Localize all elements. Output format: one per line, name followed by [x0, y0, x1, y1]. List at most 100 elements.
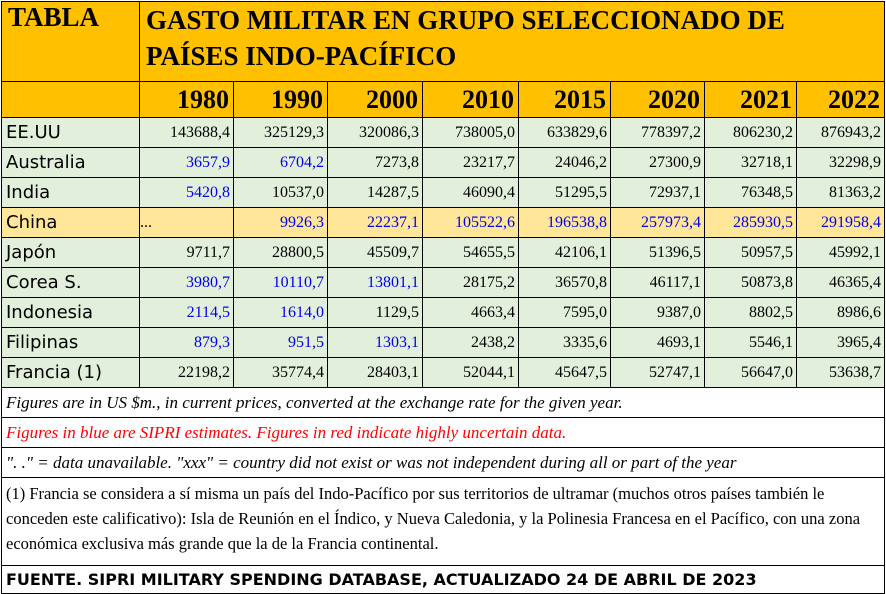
value-cell: 46365,4 — [795, 267, 886, 298]
value-cell: 4663,4 — [422, 297, 519, 328]
value-cell: 1303,1 — [327, 327, 423, 358]
value-cell: 72937,1 — [610, 177, 705, 208]
country-name: Francia (1) — [1, 357, 140, 388]
table-row: Australia 3657,9 6704,2 7273,8 23217,7 24046,… — [1, 147, 886, 178]
country-name: Japón — [1, 237, 140, 268]
value-cell: 6704,2 — [233, 147, 328, 178]
value-cell: 28800,5 — [233, 237, 328, 268]
country-name: China — [1, 207, 140, 238]
color-key-note: Figures in blue are SIPRI estimates. Fig… — [0, 417, 886, 448]
value-cell: 46090,4 — [422, 177, 519, 208]
table-row: Francia (1) 22198,2 35774,4 28403,1 52044,1 4… — [1, 357, 886, 388]
table-label: TABLA — [1, 1, 140, 82]
value-cell: 13801,1 — [327, 267, 423, 298]
value-cell: 1614,0 — [233, 297, 328, 328]
value-cell: 633829,6 — [518, 117, 611, 148]
source-note: FUENTE. SIPRI MILITARY SPENDING DATABASE… — [0, 565, 886, 594]
value-cell: ... — [139, 207, 234, 238]
value-cell: 4693,1 — [610, 327, 705, 358]
value-cell: 52044,1 — [422, 357, 519, 388]
value-cell: 28175,2 — [422, 267, 519, 298]
table-row: Filipinas 879,3 951,5 1303,1 2438,2 3335,6 469… — [1, 327, 886, 358]
year-header: 1980 — [139, 81, 234, 118]
value-cell: 2114,5 — [139, 297, 234, 328]
value-cell: 806230,2 — [704, 117, 797, 148]
value-cell: 45509,7 — [327, 237, 423, 268]
year-header: 2020 — [610, 81, 705, 118]
value-cell: 32718,1 — [704, 147, 797, 178]
value-cell: 778397,2 — [610, 117, 705, 148]
value-cell: 46117,1 — [610, 267, 705, 298]
value-cell: 81363,2 — [795, 177, 886, 208]
value-cell: 32298,9 — [795, 147, 886, 178]
value-cell: 45992,1 — [795, 237, 886, 268]
year-header: 2022 — [795, 81, 886, 118]
symbols-note: ". ." = data unavailable. "xxx" = countr… — [0, 447, 886, 478]
value-cell: 14287,5 — [327, 177, 423, 208]
table-row: India 5420,8 10537,0 14287,5 46090,4 51295,5 7… — [1, 177, 886, 208]
value-cell: 9926,3 — [233, 207, 328, 238]
value-cell: 879,3 — [139, 327, 234, 358]
country-name: India — [1, 177, 140, 208]
table-title: GASTO MILITAR EN GRUPO SELECCIONADO DE P… — [138, 1, 886, 82]
value-cell: 7595,0 — [518, 297, 611, 328]
value-cell: 42106,1 — [518, 237, 611, 268]
value-cell: 7273,8 — [327, 147, 423, 178]
value-cell: 285930,5 — [704, 207, 797, 238]
value-cell: 325129,3 — [233, 117, 328, 148]
units-note: Figures are in US $m., in current prices… — [0, 387, 886, 418]
value-cell: 28403,1 — [327, 357, 423, 388]
value-cell: 52747,1 — [610, 357, 705, 388]
value-cell: 50957,5 — [704, 237, 797, 268]
value-cell: 3335,6 — [518, 327, 611, 358]
year-header: 2000 — [327, 81, 423, 118]
value-cell: 35774,4 — [233, 357, 328, 388]
value-cell: 76348,5 — [704, 177, 797, 208]
value-cell: 51396,5 — [610, 237, 705, 268]
value-cell: 5420,8 — [139, 177, 234, 208]
country-name: Australia — [1, 147, 140, 178]
country-name: Filipinas — [1, 327, 140, 358]
value-cell: 50873,8 — [704, 267, 797, 298]
value-cell: 22198,2 — [139, 357, 234, 388]
year-header: 1990 — [233, 81, 328, 118]
country-name: Corea S. — [1, 267, 140, 298]
table-row: Corea S. 3980,7 10110,7 13801,1 28175,2 36570… — [1, 267, 886, 298]
value-cell: 3965,4 — [795, 327, 886, 358]
table-row: China... 9926,3 22237,1 105522,6 196538,8 257… — [1, 207, 886, 238]
value-cell: 1129,5 — [327, 297, 423, 328]
value-cell: 291958,4 — [795, 207, 886, 238]
value-cell: 10110,7 — [233, 267, 328, 298]
value-cell: 24046,2 — [518, 147, 611, 178]
value-cell: 56647,0 — [704, 357, 797, 388]
value-cell: 738005,0 — [422, 117, 519, 148]
country-name: EE.UU — [1, 117, 140, 148]
value-cell: 876943,2 — [795, 117, 886, 148]
value-cell: 105522,6 — [422, 207, 519, 238]
country-name: Indonesia — [1, 297, 140, 328]
value-cell: 45647,5 — [518, 357, 611, 388]
value-cell: 54655,5 — [422, 237, 519, 268]
value-cell: 10537,0 — [233, 177, 328, 208]
value-cell: 3657,9 — [139, 147, 234, 178]
table-row: EE.UU 143688,4 325129,3 320086,3 738005,0 633… — [1, 117, 886, 148]
value-cell: 3980,7 — [139, 267, 234, 298]
year-header-row: 1980 1990 2000 2010 2015 2020 2021 2022 — [1, 81, 886, 118]
corner-cell — [1, 81, 140, 118]
value-cell: 53638,7 — [795, 357, 886, 388]
value-cell: 143688,4 — [139, 117, 234, 148]
value-cell: 23217,7 — [422, 147, 519, 178]
table-row: Indonesia 2114,5 1614,0 1129,5 4663,4 7595,0 9… — [1, 297, 886, 328]
value-cell: 196538,8 — [518, 207, 611, 238]
value-cell: 9387,0 — [610, 297, 705, 328]
value-cell: 320086,3 — [327, 117, 423, 148]
value-cell: 257973,4 — [610, 207, 705, 238]
value-cell: 36570,8 — [518, 267, 611, 298]
value-cell: 5546,1 — [704, 327, 797, 358]
year-header: 2015 — [518, 81, 611, 118]
data-rows: EE.UU 143688,4 325129,3 320086,3 738005,0 633… — [1, 117, 886, 388]
value-cell: 8986,6 — [795, 297, 886, 328]
value-cell: 9711,7 — [139, 237, 234, 268]
value-cell: 2438,2 — [422, 327, 519, 358]
